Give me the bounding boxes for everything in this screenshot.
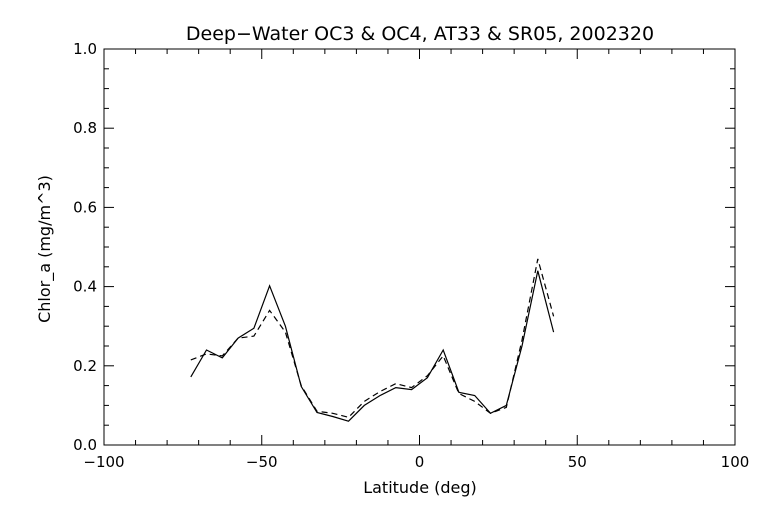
x-tick-label: 100 bbox=[721, 453, 750, 471]
series-line-solid bbox=[190, 270, 555, 422]
series-group bbox=[190, 258, 555, 422]
x-tick-label: 50 bbox=[568, 453, 587, 471]
y-axis-label: Chlor_a (mg/m^3) bbox=[35, 175, 55, 323]
x-axis-label: Latitude (deg) bbox=[363, 478, 477, 497]
ticks bbox=[103, 48, 736, 446]
plot-frame bbox=[103, 48, 736, 446]
y-tick-label: 0.8 bbox=[73, 119, 97, 137]
series-line-dashed bbox=[190, 258, 555, 418]
chart-title: Deep−Water OC3 & OC4, AT33 & SR05, 20023… bbox=[186, 23, 654, 45]
y-tick-label: 0.2 bbox=[73, 357, 97, 375]
x-tick-label: 0 bbox=[415, 453, 425, 471]
axes bbox=[103, 48, 736, 446]
y-tick-label: 0.4 bbox=[73, 278, 97, 296]
y-tick-label: 0.6 bbox=[73, 198, 97, 216]
tick-labels: −100 −50 0 50 100 0.0 0.2 0.4 0.6 0.8 1.0 bbox=[73, 40, 749, 471]
y-tick-label: 1.0 bbox=[73, 40, 97, 58]
x-tick-label: −100 bbox=[83, 453, 124, 471]
x-tick-label: −50 bbox=[246, 453, 278, 471]
y-tick-label: 0.0 bbox=[73, 436, 97, 454]
